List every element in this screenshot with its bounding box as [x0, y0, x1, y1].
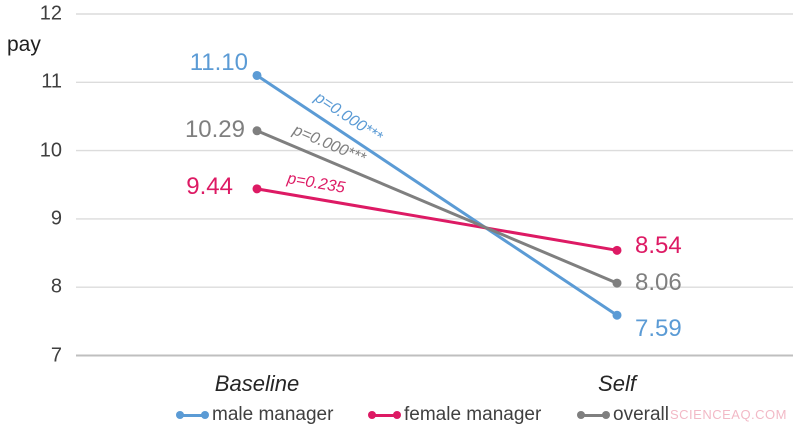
watermark: SCIENCEAQ.COM [669, 407, 787, 422]
legend-item-overall: overall [577, 404, 669, 426]
data-label-male-manager: 11.10 [189, 49, 248, 77]
data-point-marker-overall [252, 126, 262, 136]
data-label-female-manager: 9.44 [186, 172, 233, 200]
data-point-marker-female-manager [252, 184, 262, 194]
y-axis-tick-label: 8 [50, 275, 62, 298]
y-axis-tick-label: 12 [39, 2, 62, 25]
y-axis-title: pay [7, 33, 41, 56]
y-axis-tick-label: 11 [41, 70, 62, 93]
legend-marker-male-manager [176, 411, 209, 419]
legend-marker-dot [602, 411, 610, 419]
legend-marker-dot [577, 411, 585, 419]
legend-item-female-manager: female manager [368, 404, 542, 426]
data-point-marker-overall [612, 278, 622, 288]
x-category-label-baseline: Baseline [214, 371, 300, 396]
data-label-female-manager: 8.54 [635, 232, 682, 260]
data-point-marker-male-manager [612, 310, 622, 320]
data-label-overall: 8.06 [635, 269, 682, 297]
series-line-male-manager [255, 73, 619, 317]
data-point-marker-male-manager [252, 70, 262, 80]
y-axis-tick-label: 7 [50, 344, 62, 367]
legend-label: female manager [404, 404, 542, 425]
y-axis-tick-label: 10 [39, 139, 62, 162]
legend-marker-overall [577, 411, 610, 419]
series-line-female-manager [255, 187, 619, 252]
legend-label: male manager [212, 404, 334, 425]
y-axis-tick-label: 9 [50, 207, 62, 230]
data-label-overall: 10.29 [184, 115, 245, 143]
legend-marker-female-manager [368, 411, 401, 419]
data-point-marker-female-manager [612, 245, 622, 255]
legend-marker-dot [393, 411, 401, 419]
legend-label: overall [613, 404, 669, 425]
legend-marker-dot [176, 411, 184, 419]
legend-item-male-manager: male manager [176, 404, 334, 426]
data-label-male-manager: 7.59 [635, 315, 682, 343]
x-category-label-self: Self [598, 371, 636, 396]
legend-marker-dot [201, 411, 209, 419]
series-line-overall [255, 129, 619, 285]
legend-marker-dot [368, 411, 376, 419]
